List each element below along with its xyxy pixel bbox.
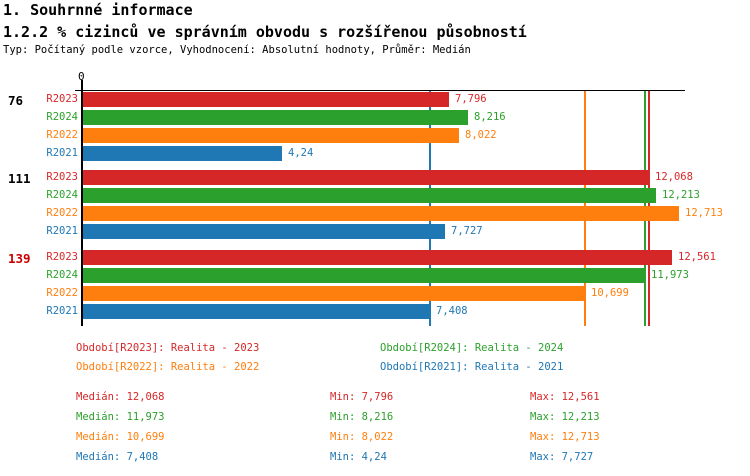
bar-value-label: 7,408 (436, 305, 468, 317)
bar-r2021 (83, 224, 445, 239)
series-row-label-r2024: R2024 (46, 111, 78, 123)
bar-r2022 (83, 128, 459, 143)
bar-r2022 (83, 286, 585, 301)
stat-median-r2022: Medián: 10,699 (76, 431, 165, 443)
series-row-label-r2021: R2021 (46, 225, 78, 237)
bar-value-label: 12,713 (685, 207, 723, 219)
series-row-label-r2024: R2024 (46, 269, 78, 281)
indicator-meta: Typ: Počítaný podle vzorce, Vyhodnocení:… (3, 44, 471, 56)
group-label: 111 (8, 171, 31, 186)
bar-value-label: 8,022 (465, 129, 497, 141)
bar-r2022 (83, 206, 679, 221)
legend-item-r2022: Období[R2022]: Realita - 2022 (76, 361, 260, 373)
series-row-label-r2022: R2022 (46, 207, 78, 219)
bar-value-label: 12,068 (655, 171, 693, 183)
bar-r2024 (83, 268, 645, 283)
series-row-label-r2021: R2021 (46, 305, 78, 317)
bar-value-label: 10,699 (591, 287, 629, 299)
y-axis-line (81, 80, 83, 326)
stat-min-r2023: Min: 7,796 (330, 391, 394, 403)
stat-median-r2021: Medián: 7,408 (76, 451, 159, 463)
bar-value-label: 11,973 (651, 269, 689, 281)
stat-min-r2024: Min: 8,216 (330, 411, 394, 423)
group-label: 139 (8, 251, 31, 266)
series-row-label-r2023: R2023 (46, 93, 78, 105)
bar-value-label: 12,213 (662, 189, 700, 201)
stat-max-r2021: Max: 7,727 (530, 451, 594, 463)
bar-value-label: 7,796 (455, 93, 487, 105)
series-row-label-r2022: R2022 (46, 129, 78, 141)
stat-max-r2023: Max: 12,561 (530, 391, 600, 403)
bar-value-label: 12,561 (678, 251, 716, 263)
stat-median-r2023: Medián: 12,068 (76, 391, 165, 403)
bar-value-label: 7,727 (451, 225, 483, 237)
stat-min-r2021: Min: 4,24 (330, 451, 387, 463)
legend-item-r2021: Období[R2021]: Realita - 2021 (380, 361, 564, 373)
bar-value-label: 8,216 (474, 111, 506, 123)
series-row-label-r2021: R2021 (46, 147, 78, 159)
series-row-label-r2024: R2024 (46, 189, 78, 201)
group-label: 76 (8, 93, 24, 108)
series-row-label-r2022: R2022 (46, 287, 78, 299)
stat-median-r2024: Medián: 11,973 (76, 411, 165, 423)
bar-r2023 (83, 170, 649, 185)
stat-max-r2022: Max: 12,713 (530, 431, 600, 443)
bar-r2023 (83, 92, 449, 107)
x-axis-zero-label: 0 (78, 70, 85, 83)
bar-r2024 (83, 110, 468, 125)
bar-r2024 (83, 188, 656, 203)
bar-r2021 (83, 146, 282, 161)
legend-item-r2023: Období[R2023]: Realita - 2023 (76, 342, 260, 354)
bar-value-label: 4,24 (288, 147, 314, 159)
x-axis-top-line (75, 90, 685, 91)
legend-item-r2024: Období[R2024]: Realita - 2024 (380, 342, 564, 354)
stat-max-r2024: Max: 12,213 (530, 411, 600, 423)
series-row-label-r2023: R2023 (46, 251, 78, 263)
series-row-label-r2023: R2023 (46, 171, 78, 183)
indicator-title: 1.2.2 % cizinců ve správním obvodu s roz… (3, 23, 527, 41)
bar-r2021 (83, 304, 430, 319)
bar-r2023 (83, 250, 672, 265)
page-title: 1. Souhrnné informace (3, 1, 193, 19)
stat-min-r2022: Min: 8,022 (330, 431, 394, 443)
